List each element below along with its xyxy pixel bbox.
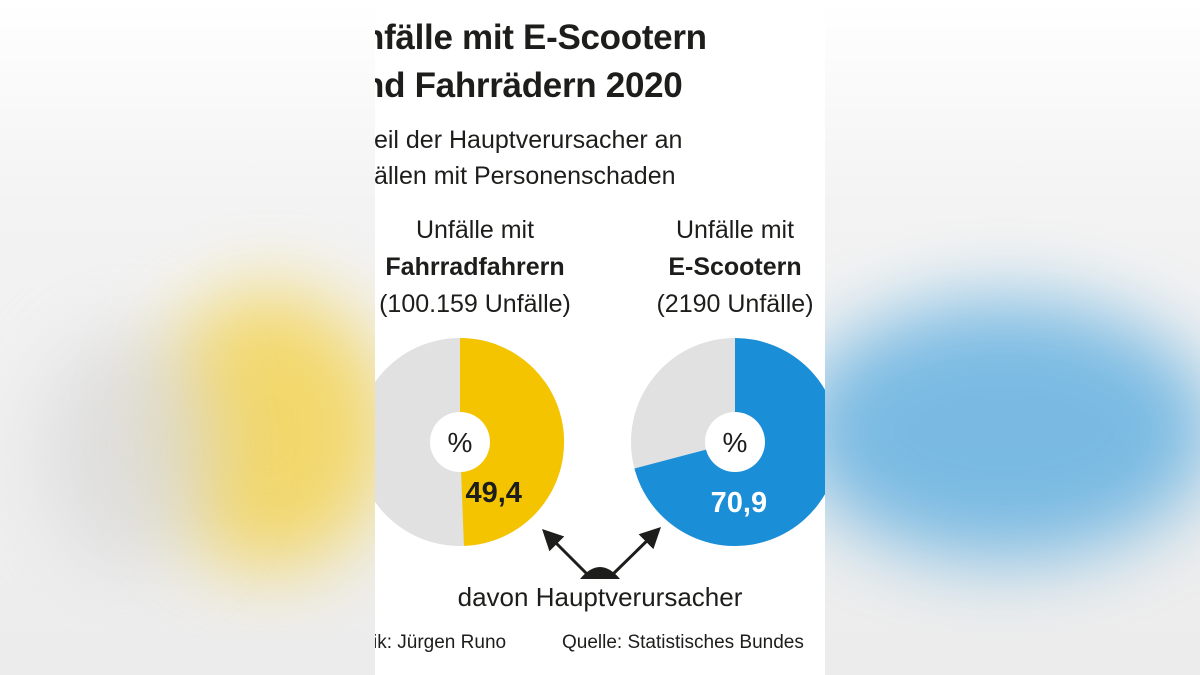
blurred-background-left	[0, 0, 375, 675]
scooter-pie: % 70,9	[631, 338, 825, 546]
blurred-grey-blob	[40, 330, 220, 570]
pie-slice-share	[460, 337, 565, 546]
pie-center-label: %	[448, 427, 473, 458]
graphic-credit: ik: Jürgen Runo	[375, 632, 507, 653]
bike-label-line-1: Unfälle mit	[415, 216, 535, 244]
title-line-2: nd Fahrrädern 2020	[375, 66, 683, 105]
bike-label-line-3: (100.159 Unfälle)	[379, 290, 571, 318]
infographic-card: nfälle mit E-Scootern nd Fahrrädern 2020…	[375, 0, 825, 675]
pie-slice-share	[634, 338, 825, 546]
scooter-pie-label: Unfälle mit E-Scootern (2190 Unfälle)	[610, 212, 825, 323]
scooter-label-line-1: Unfälle mit	[675, 216, 795, 244]
bike-pie-label: Unfälle mit Fahrradfahrern (100.159 Unfä…	[375, 212, 600, 323]
chart-subtitle: teil der Hauptverursacher an fällen mit …	[375, 122, 682, 194]
blurred-blue-blob	[825, 300, 1200, 560]
blurred-background-right	[825, 0, 1200, 675]
arrow-origin-dome	[580, 567, 620, 579]
bike-label-line-2: Fahrradfahrern	[385, 253, 565, 281]
subtitle-line-1: teil der Hauptverursacher an	[375, 126, 683, 154]
chart-title: nfälle mit E-Scootern nd Fahrrädern 2020	[375, 14, 707, 110]
pie-center-circle	[705, 412, 765, 472]
pie-value-label: 49,4	[465, 477, 521, 509]
bike-pie: % 49,4	[375, 337, 565, 546]
subtitle-line-2: fällen mit Personenschaden	[375, 162, 676, 190]
scooter-label-line-3: (2190 Unfälle)	[656, 290, 814, 318]
scooter-label-line-2: E-Scootern	[668, 253, 802, 281]
pie-center-circle	[430, 412, 490, 472]
title-line-1: nfälle mit E-Scootern	[375, 18, 707, 57]
data-source: Quelle: Statistisches Bundes	[562, 632, 804, 653]
pie-charts: % 49,4 % 70,9	[375, 337, 825, 579]
arrow-to-scooter-pie	[608, 527, 662, 579]
pie-center-label: %	[723, 427, 748, 458]
pie-value-label: 70,9	[711, 487, 767, 519]
annotation-label: davon Hauptverursacher	[457, 582, 743, 612]
arrow-to-bike-pie	[542, 529, 592, 579]
